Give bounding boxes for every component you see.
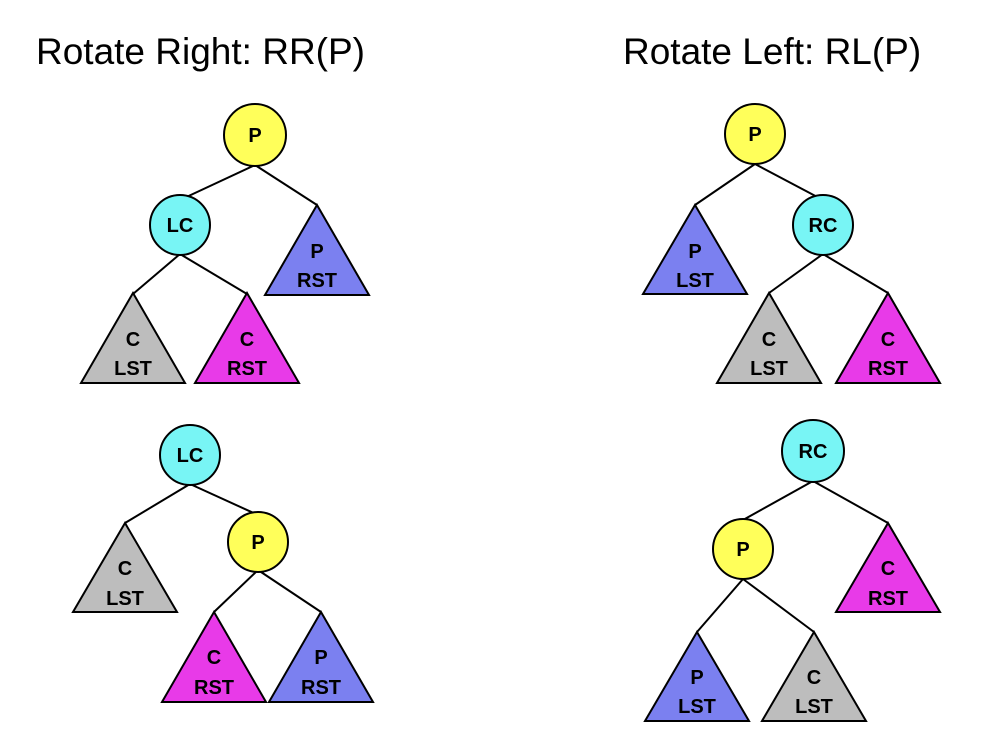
rl-after-c-rst-subtree: C RST <box>834 521 942 613</box>
rr-after-p-rst-subtree: P RST <box>267 610 375 703</box>
node-circle <box>724 103 786 165</box>
c-rst-subtree-triangle <box>834 521 942 613</box>
c-lst-subtree-triangle <box>79 291 187 384</box>
node-label: LC <box>167 215 194 237</box>
subtree-label-top: C <box>240 329 254 351</box>
subtree-label-bottom: RST <box>868 588 908 610</box>
subtree-label-top: C <box>762 329 776 351</box>
subtree-label-bottom: RST <box>868 358 908 380</box>
c-rst-subtree-triangle <box>834 291 942 384</box>
rl-after-edges <box>696 480 889 633</box>
rr-after-c-lst-subtree: C LST <box>71 521 179 613</box>
node-circle <box>159 424 221 486</box>
rl-after-tree: C RST P LST C LST RC P <box>643 419 942 722</box>
node-circle <box>227 511 289 573</box>
node-circle <box>781 419 845 483</box>
node-circle <box>223 103 287 167</box>
rr-after-lc-node: LC <box>159 424 221 486</box>
subtree-label-top: C <box>118 558 132 580</box>
c-lst-subtree-triangle <box>760 630 868 722</box>
subtree-label-top: P <box>310 241 323 263</box>
subtree-label-bottom: RST <box>297 270 337 292</box>
node-label: P <box>736 539 749 561</box>
rl-after-p-node: P <box>712 518 774 580</box>
c-lst-subtree-triangle <box>71 521 179 613</box>
subtree-label-top: C <box>881 329 895 351</box>
subtree-label-top: P <box>314 647 327 669</box>
rr-after-c-rst-subtree: C RST <box>160 610 268 703</box>
rr-before-lc-node: LC <box>149 194 211 256</box>
rl-before-p-lst-subtree: P LST <box>641 203 749 295</box>
subtree-label-bottom: RST <box>194 677 234 699</box>
c-rst-subtree-triangle <box>193 291 301 384</box>
rr-before-tree: C LST C RST P RST P LC <box>79 103 371 384</box>
rl-before-c-rst-subtree: C RST <box>834 291 942 384</box>
subtree-label-top: P <box>690 667 703 689</box>
subtree-label-bottom: RST <box>227 358 267 380</box>
subtree-label-top: C <box>126 329 140 351</box>
rotate-left-title: Rotate Left: RL(P) <box>623 31 922 72</box>
rr-before-p-node: P <box>223 103 287 167</box>
subtree-label-bottom: LST <box>114 358 152 380</box>
subtree-label-top: C <box>881 558 895 580</box>
rr-after-tree: C LST C RST P RST LC P <box>71 424 375 703</box>
rr-after-p-node: P <box>227 511 289 573</box>
subtree-label-bottom: LST <box>676 270 714 292</box>
c-lst-subtree-triangle <box>715 291 823 384</box>
subtree-label-bottom: LST <box>750 358 788 380</box>
subtree-label-top: C <box>207 647 221 669</box>
node-label: LC <box>177 445 204 467</box>
rr-after-edges <box>124 483 322 613</box>
subtree-label-top: C <box>807 667 821 689</box>
rl-after-rc-node: RC <box>781 419 845 483</box>
node-label: P <box>251 532 264 554</box>
p-rst-subtree-triangle <box>263 203 371 296</box>
p-rst-subtree-triangle <box>267 610 375 703</box>
node-label: P <box>748 124 761 146</box>
subtree-label-bottom: LST <box>106 588 144 610</box>
rr-before-p-lst-subtree: C LST <box>79 291 187 384</box>
subtree-label-top: P <box>688 241 701 263</box>
rl-before-edges <box>694 163 889 294</box>
node-circle <box>149 194 211 256</box>
rl-before-p-node: P <box>724 103 786 165</box>
subtree-label-bottom: RST <box>301 677 341 699</box>
rr-before-edges <box>132 164 318 295</box>
node-label: RC <box>809 215 838 237</box>
rl-before-rc-node: RC <box>792 194 854 256</box>
rr-before-p-rst-subtree: P RST <box>263 203 371 296</box>
rl-before-tree: P LST C LST C RST P RC <box>641 103 942 384</box>
rl-after-c-lst-subtree: C LST <box>760 630 868 722</box>
rl-after-p-lst-subtree: P LST <box>643 630 751 722</box>
node-label: P <box>248 125 261 147</box>
rotate-right-title: Rotate Right: RR(P) <box>36 31 365 72</box>
subtree-label-bottom: LST <box>678 696 716 718</box>
node-label: RC <box>799 441 828 463</box>
rr-before-c-rst-subtree: C RST <box>193 291 301 384</box>
node-circle <box>792 194 854 256</box>
subtree-label-bottom: LST <box>795 696 833 718</box>
rl-before-c-lst-subtree: C LST <box>715 291 823 384</box>
c-rst-subtree-triangle <box>160 610 268 703</box>
p-lst-subtree-triangle <box>641 203 749 295</box>
p-lst-subtree-triangle <box>643 630 751 722</box>
node-circle <box>712 518 774 580</box>
